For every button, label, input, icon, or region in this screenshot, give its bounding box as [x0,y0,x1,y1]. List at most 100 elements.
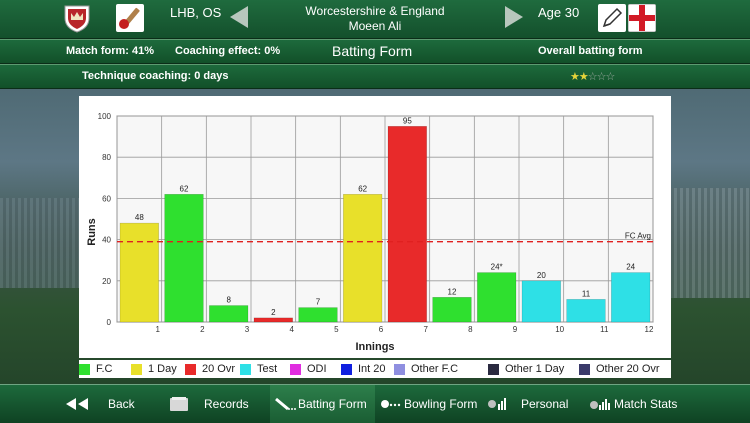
legend-swatch [185,363,196,375]
bar-innings-7 [387,126,427,323]
bar-innings-2 [164,194,204,323]
match-stats-icon [590,399,610,410]
bowling-form-label: Bowling Form [404,397,478,411]
legend-label: Other 1 Day [505,363,565,375]
legend-label: ODI [307,363,327,375]
team-name: Worcestershire & England [305,4,445,18]
x-tick-label: 2 [200,325,205,334]
technique-bar: Technique coaching: 0 days ★★☆☆☆ [0,64,750,89]
y-tick-label: 0 [107,318,112,327]
x-tick-label: 3 [245,325,250,334]
y-tick-label: 100 [98,112,112,121]
previous-player-arrow-icon[interactable] [230,6,248,28]
bar-innings-9 [477,272,517,323]
bottom-nav: Back Records Batting Form Bowling Form P… [0,384,750,423]
legend-item: 1 Day [131,363,177,375]
back-label: Back [108,397,135,411]
next-player-arrow-icon[interactable] [505,6,523,28]
legend-swatch [394,363,405,375]
legend-swatch [79,363,90,375]
match-form-label: Match form: 41% [66,45,155,57]
bar-innings-8 [432,297,472,323]
chart-grid [116,115,654,323]
x-tick-label: 12 [645,325,654,334]
chart-legend: F.C 1 Day 20 Ovr Test ODI Int 20 Other F.C Othe… [79,360,671,378]
legend-item: Other 20 Ovr [579,363,660,375]
player-name: Moeen Ali [348,19,402,33]
records-book-icon [170,397,188,411]
empty-stars: ☆☆☆ [587,71,616,83]
legend-label: F.C [96,363,113,375]
handedness-label: LHB, OS [170,5,222,20]
double-arrow-left-icon [66,398,88,410]
form-stats-bar: Match form: 41% Coaching effect: 0% Batt… [0,39,750,64]
bar-value-label: 20 [537,271,546,280]
bar-value-label: 11 [582,289,591,298]
bowling-form-button[interactable]: Bowling Form [380,385,477,423]
form-rating-stars: ★★☆☆☆ [570,70,616,83]
personal-stats-icon [488,398,506,410]
legend-item: Other F.C [394,363,458,375]
x-tick-label: 11 [600,325,609,334]
bar-innings-10 [521,280,561,323]
legend-swatch [240,363,251,375]
batting-form-label: Batting Form [298,397,367,411]
y-tick-label: 20 [102,277,111,286]
legend-item: ODI [290,363,327,375]
stand-left [0,198,90,288]
legend-label: 1 Day [148,363,177,375]
bar-value-label: 2 [271,308,276,317]
bar-value-label: 95 [403,116,412,125]
y-tick-label: 60 [102,194,111,203]
legend-swatch [341,363,352,375]
legend-item: Test [240,363,277,375]
player-header: LHB, OS Worcestershire & England Moeen A… [0,0,750,39]
y-axis-label: Runs [86,218,98,246]
batting-form-chart: 02040608010048162283247562695712824*9201… [86,112,654,353]
y-tick-label: 40 [102,236,111,245]
cricket-bat-icon [275,397,296,411]
chart-labels: 02040608010048162283247562695712824*9201… [98,112,654,334]
legend-swatch [579,363,590,375]
chart-bars [119,126,651,323]
england-flag-icon [628,4,656,32]
technique-coaching-label: Technique coaching: 0 days [82,70,229,82]
x-axis-label: Innings [355,341,394,353]
age-label: Age 30 [538,5,580,20]
overall-batting-form-label: Overall batting form [538,45,643,57]
legend-label: Test [257,363,278,375]
personal-button[interactable]: Personal [487,385,568,423]
bar-value-label: 24* [491,263,503,272]
bar-innings-6 [343,194,383,323]
back-button[interactable]: Back [62,385,135,423]
batting-style-icon [116,4,144,32]
x-tick-label: 7 [423,325,428,334]
edit-pencil-icon[interactable] [598,4,626,32]
bowling-ball-icon [381,400,401,408]
bar-innings-4 [253,317,293,323]
x-tick-label: 5 [334,325,339,334]
page-title: Batting Form [332,43,413,59]
personal-label: Personal [521,397,569,411]
legend-item: Int 20 [341,363,386,375]
bar-innings-3 [209,305,249,323]
batting-form-button[interactable]: Batting Form [270,385,375,423]
match-stats-button[interactable]: Match Stats [590,385,677,423]
coaching-effect-label: Coaching effect: 0% [175,45,281,57]
legend-label: 20 Ovr [202,363,236,375]
county-crest-icon[interactable] [63,4,91,33]
bar-innings-12 [611,272,651,323]
x-tick-label: 9 [513,325,518,334]
bar-value-label: 24 [626,263,635,272]
legend-label: Other 20 Ovr [596,363,660,375]
x-tick-label: 10 [555,325,564,334]
batting-form-chart-panel: 0 20 40 60 80 100 48 1 62 2 8 3 2 4 7 5 62 6 95 7 12 8 24* 9 20 1… [79,96,671,358]
legend-swatch [488,363,499,375]
x-tick-label: 8 [468,325,473,334]
legend-label: Other F.C [411,363,459,375]
match-stats-label: Match Stats [614,397,678,411]
bar-innings-1 [119,222,159,323]
records-button[interactable]: Records [168,385,249,423]
legend-item: Other 1 Day [488,363,564,375]
player-name-block: Worcestershire & England Moeen Ali [300,4,450,34]
